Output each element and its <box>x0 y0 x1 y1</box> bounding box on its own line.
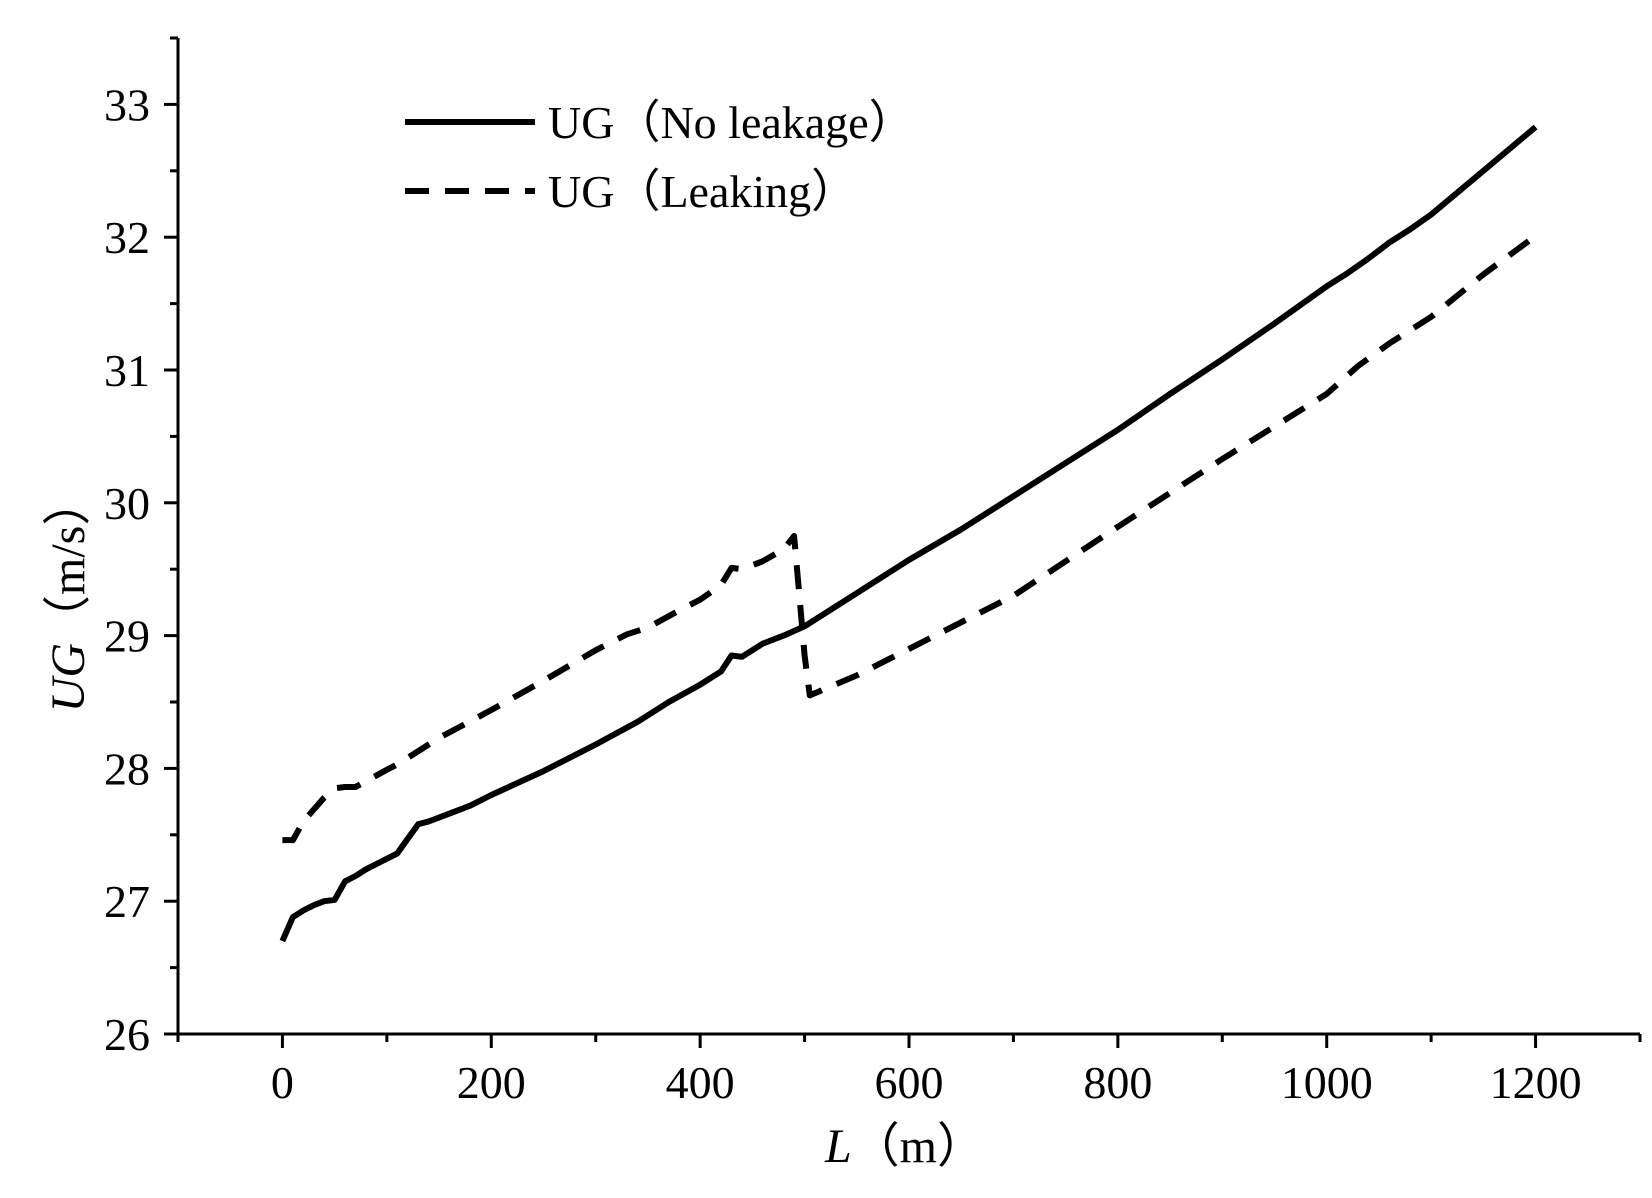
y-tick-label: 33 <box>104 79 150 130</box>
y-tick-label: 31 <box>104 345 150 396</box>
y-tick-label: 27 <box>104 876 150 927</box>
series-line-leaking <box>282 233 1538 844</box>
y-axis-variable: UG <box>42 643 95 712</box>
x-tick-label: 400 <box>666 1057 735 1108</box>
x-tick-label: 1200 <box>1490 1057 1582 1108</box>
x-tick-label: 800 <box>1083 1057 1152 1108</box>
x-tick-label: 1000 <box>1281 1057 1373 1108</box>
y-axis-unit: （m/s） <box>42 478 95 643</box>
legend: UG（No leakage） UG（Leaking） <box>405 97 915 217</box>
y-tick-label: 30 <box>104 478 150 529</box>
x-axis-title: L（m） <box>824 1120 985 1173</box>
x-tick-label: 0 <box>271 1057 294 1108</box>
y-axis-title: UG（m/s） <box>42 478 95 713</box>
y-tick-label: 32 <box>104 212 150 263</box>
x-tick-label: 600 <box>875 1057 944 1108</box>
x-axis-variable: L <box>824 1120 852 1173</box>
legend-label-leaking: UG（Leaking） <box>548 166 857 217</box>
y-tick-label: 29 <box>104 611 150 662</box>
y-tick-label: 28 <box>104 743 150 794</box>
x-axis-unit: （m） <box>852 1120 985 1173</box>
series-lines <box>279 124 1538 943</box>
axes <box>176 38 1640 1036</box>
series-line-no-leakage <box>279 124 1538 943</box>
legend-label-no-leakage: UG（No leakage） <box>548 97 915 148</box>
axis-ticks: 0 200 400 600 800 1000 1200 26 27 28 29 30 31 32 33 <box>104 36 1642 1108</box>
x-tick-label: 200 <box>457 1057 526 1108</box>
y-tick-label: 26 <box>104 1009 150 1060</box>
